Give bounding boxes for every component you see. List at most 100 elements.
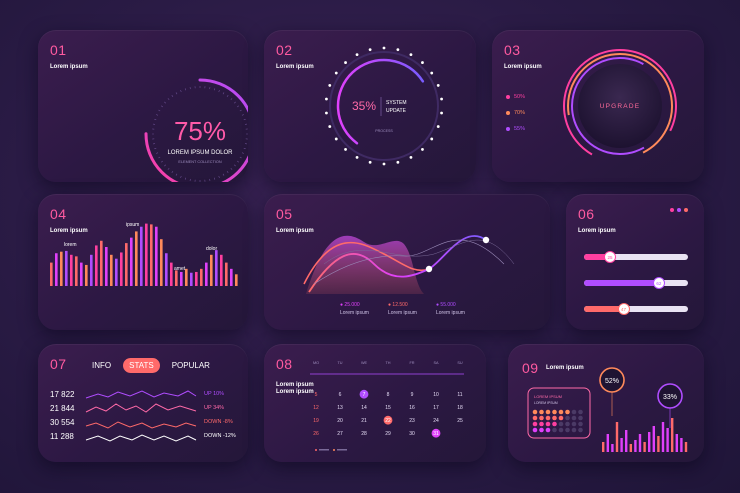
bar — [666, 428, 669, 452]
dot-cell — [532, 421, 538, 427]
weekday: TU — [337, 361, 342, 365]
dial-dot — [344, 148, 347, 151]
card-sublabel: Lorem ipsum — [276, 389, 314, 395]
calendar: MO TU WE TH FR SA SU 5 6 7 8 9 10 11 12 13 14 15 16 17 18 19 2… — [310, 361, 464, 451]
calendar-day[interactable]: 9 — [411, 392, 414, 398]
dot-cell — [571, 409, 577, 415]
dial-dot — [344, 61, 347, 64]
calendar-day[interactable]: 22 — [385, 418, 391, 424]
bar — [205, 262, 208, 286]
calendar-day[interactable]: 23 — [409, 418, 415, 424]
bar — [170, 262, 173, 286]
bar — [175, 270, 178, 286]
bar — [648, 432, 651, 452]
calendar-day[interactable]: 14 — [361, 405, 367, 411]
slider[interactable]: 62 — [584, 277, 688, 289]
wave-chart — [303, 235, 515, 294]
slider-knob[interactable]: 25 — [604, 251, 616, 263]
wave-legend-item: ● 12.500 Lorem ipsum — [388, 302, 417, 316]
bar — [70, 254, 73, 286]
bar — [85, 264, 88, 286]
dial-dot — [382, 162, 386, 166]
calendar-day[interactable]: 18 — [457, 405, 463, 411]
calendar-day[interactable]: 11 — [457, 392, 462, 398]
calendar-day[interactable]: 27 — [337, 431, 343, 437]
slider-knob[interactable]: 47 — [617, 303, 630, 315]
calendar-day[interactable]: 8 — [387, 392, 390, 398]
bar — [210, 254, 213, 286]
tab-stats[interactable]: STATS — [123, 358, 160, 373]
progress-subtitle: ELEMENT COLLECTION — [178, 160, 221, 164]
bar — [634, 440, 637, 452]
card-03: 03 Lorem ipsum 50% 70% 55% UPGRADE — [492, 30, 704, 182]
calendar-day[interactable]: 5 — [315, 392, 318, 398]
calendar-day[interactable]: 10 — [433, 392, 439, 398]
dot-cell — [565, 421, 570, 427]
chart-point[interactable] — [482, 236, 490, 244]
slider-knob[interactable]: 62 — [652, 277, 665, 289]
calendar-day[interactable]: 24 — [433, 418, 439, 424]
calendar-day[interactable]: 13 — [337, 405, 343, 411]
calendar-day[interactable]: 28 — [361, 431, 367, 437]
legend-item: 55% — [506, 126, 525, 132]
card-label: Lorem ipsum — [276, 382, 314, 388]
tab-popular[interactable]: POPULAR — [171, 361, 210, 370]
calendar-day[interactable]: 15 — [385, 405, 391, 411]
legend-caption: Lorem ipsum — [388, 310, 417, 316]
calendar-day[interactable]: 16 — [409, 405, 415, 411]
calendar-day[interactable]: 31 — [433, 431, 439, 437]
dial-dot — [355, 155, 359, 159]
calendar-day[interactable]: 6 — [339, 392, 342, 398]
tab-info[interactable]: INFO — [92, 361, 112, 370]
dial-dot — [368, 160, 372, 164]
dial-dot — [325, 97, 328, 101]
calendar-day[interactable]: 21 — [361, 418, 367, 424]
slider[interactable]: 25 — [584, 251, 688, 263]
bar — [135, 231, 138, 286]
dial-dot — [440, 97, 443, 101]
slider[interactable]: 47 — [584, 303, 688, 315]
dot-cell — [565, 427, 570, 433]
dial-dot — [409, 155, 413, 159]
bar — [90, 254, 93, 286]
dial-dot — [396, 48, 400, 52]
calendar-day[interactable]: 30 — [409, 431, 415, 437]
dial-dot — [421, 148, 424, 151]
calendar-day[interactable]: 29 — [385, 431, 391, 437]
card-label: Lorem ipsum — [504, 64, 542, 70]
card-label: Lorem ipsum — [50, 64, 88, 70]
update-caption: PROCESS — [375, 129, 393, 133]
calendar-day[interactable]: 19 — [313, 418, 319, 424]
card-02: 02 Lorem ipsum 35% SYSTEM UPDATE PROCESS — [264, 30, 476, 182]
calendar-day[interactable]: 26 — [313, 431, 319, 437]
calendar-day[interactable]: 12 — [313, 405, 319, 411]
calendar-day[interactable]: 25 — [457, 418, 463, 424]
dot-cell — [545, 415, 551, 421]
weekday: FR — [409, 361, 414, 365]
legend-value: ● 55.000 — [436, 302, 456, 308]
bar — [130, 237, 133, 286]
bar — [657, 436, 660, 452]
calendar-day[interactable]: 7 — [363, 392, 366, 398]
bar — [105, 247, 108, 286]
calendar-day[interactable]: 17 — [433, 405, 439, 411]
stat-value: 30 554 — [50, 418, 75, 427]
upgrade-rings: UPGRADE — [563, 48, 677, 163]
gauge-52: 52% — [605, 378, 619, 385]
more-dots[interactable] — [670, 208, 688, 212]
update-percent: 35% — [352, 99, 376, 113]
legend-caption: Lorem ipsum — [340, 310, 369, 316]
dot-cell — [558, 421, 564, 427]
chart-point[interactable] — [425, 265, 433, 273]
upgrade-label: UPGRADE — [600, 103, 641, 110]
bar — [643, 442, 646, 452]
upgrade-button[interactable] — [578, 64, 662, 148]
calendar-day[interactable]: 20 — [337, 418, 343, 424]
dot-cell — [545, 421, 551, 427]
dial-dot — [325, 111, 328, 115]
dot-cell — [539, 409, 544, 415]
dial-dot — [436, 84, 440, 87]
dial-dot — [440, 111, 443, 115]
stat-value: 21 844 — [50, 404, 75, 413]
bar-annotation: lorem — [64, 242, 77, 248]
